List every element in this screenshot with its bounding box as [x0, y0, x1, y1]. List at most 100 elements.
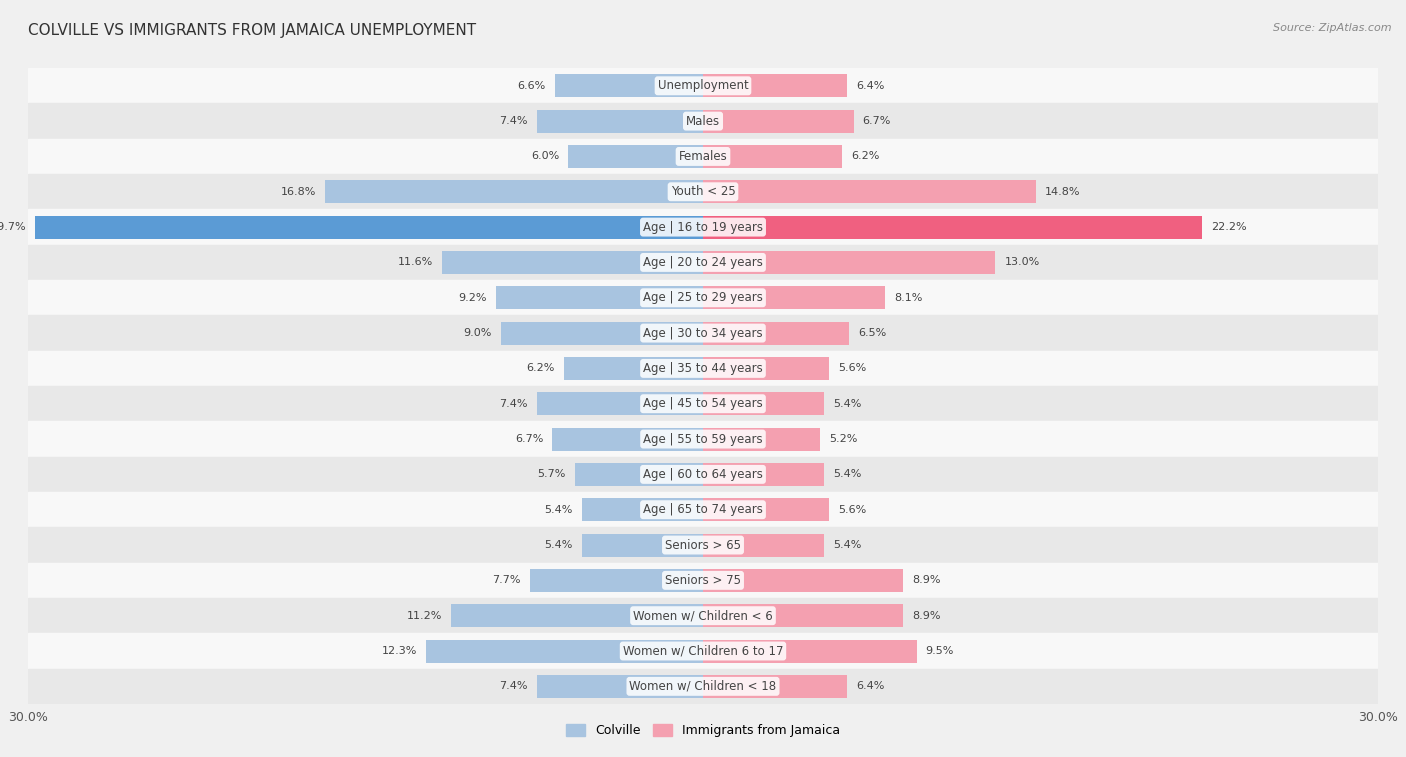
Bar: [564, 357, 703, 380]
Bar: [703, 392, 824, 415]
Bar: [530, 569, 703, 592]
Bar: [28, 386, 1378, 422]
Bar: [28, 562, 1378, 598]
Bar: [28, 668, 1378, 704]
Bar: [28, 210, 1378, 245]
Text: 5.2%: 5.2%: [830, 434, 858, 444]
Text: COLVILLE VS IMMIGRANTS FROM JAMAICA UNEMPLOYMENT: COLVILLE VS IMMIGRANTS FROM JAMAICA UNEM…: [28, 23, 477, 38]
Text: Males: Males: [686, 114, 720, 128]
Text: 9.5%: 9.5%: [925, 646, 955, 656]
Bar: [703, 322, 849, 344]
Text: 8.9%: 8.9%: [912, 611, 941, 621]
Text: 5.6%: 5.6%: [838, 363, 866, 373]
Text: 5.6%: 5.6%: [838, 505, 866, 515]
Bar: [703, 180, 1036, 203]
Text: Seniors > 65: Seniors > 65: [665, 538, 741, 552]
Text: 9.2%: 9.2%: [458, 293, 486, 303]
Bar: [554, 74, 703, 97]
Bar: [426, 640, 703, 662]
Text: Age | 60 to 64 years: Age | 60 to 64 years: [643, 468, 763, 481]
Text: Source: ZipAtlas.com: Source: ZipAtlas.com: [1274, 23, 1392, 33]
Bar: [28, 245, 1378, 280]
Bar: [582, 534, 703, 556]
Text: 11.2%: 11.2%: [406, 611, 441, 621]
Legend: Colville, Immigrants from Jamaica: Colville, Immigrants from Jamaica: [561, 718, 845, 743]
Bar: [703, 251, 995, 274]
Text: Age | 35 to 44 years: Age | 35 to 44 years: [643, 362, 763, 375]
Text: 9.0%: 9.0%: [463, 328, 492, 338]
Text: Women w/ Children < 6: Women w/ Children < 6: [633, 609, 773, 622]
Bar: [537, 392, 703, 415]
Text: 7.4%: 7.4%: [499, 681, 527, 691]
Text: 6.5%: 6.5%: [858, 328, 886, 338]
Bar: [28, 68, 1378, 104]
Text: 6.4%: 6.4%: [856, 681, 884, 691]
Bar: [496, 286, 703, 309]
Bar: [703, 640, 917, 662]
Text: Seniors > 75: Seniors > 75: [665, 574, 741, 587]
Bar: [28, 139, 1378, 174]
Bar: [703, 428, 820, 450]
Text: Females: Females: [679, 150, 727, 163]
Bar: [703, 498, 830, 522]
Text: 5.4%: 5.4%: [544, 540, 572, 550]
Text: 5.4%: 5.4%: [834, 399, 862, 409]
Bar: [28, 598, 1378, 634]
Text: 7.4%: 7.4%: [499, 116, 527, 126]
Bar: [28, 456, 1378, 492]
Bar: [441, 251, 703, 274]
Text: 16.8%: 16.8%: [281, 187, 316, 197]
Text: Unemployment: Unemployment: [658, 79, 748, 92]
Text: Age | 65 to 74 years: Age | 65 to 74 years: [643, 503, 763, 516]
Bar: [28, 422, 1378, 456]
Text: Age | 55 to 59 years: Age | 55 to 59 years: [643, 432, 763, 446]
Bar: [703, 286, 886, 309]
Text: 12.3%: 12.3%: [382, 646, 418, 656]
Text: 11.6%: 11.6%: [398, 257, 433, 267]
Bar: [325, 180, 703, 203]
Bar: [28, 492, 1378, 528]
Text: 7.7%: 7.7%: [492, 575, 520, 585]
Bar: [537, 110, 703, 132]
Bar: [703, 110, 853, 132]
Text: 22.2%: 22.2%: [1212, 222, 1247, 232]
Bar: [35, 216, 703, 238]
Bar: [28, 104, 1378, 139]
Bar: [28, 528, 1378, 562]
Bar: [451, 604, 703, 627]
Text: 13.0%: 13.0%: [1004, 257, 1039, 267]
Bar: [703, 534, 824, 556]
Bar: [703, 675, 846, 698]
Bar: [703, 74, 846, 97]
Bar: [28, 634, 1378, 668]
Text: Women w/ Children 6 to 17: Women w/ Children 6 to 17: [623, 644, 783, 658]
Text: 7.4%: 7.4%: [499, 399, 527, 409]
Text: 6.2%: 6.2%: [526, 363, 554, 373]
Text: 6.7%: 6.7%: [515, 434, 543, 444]
Text: 5.4%: 5.4%: [834, 469, 862, 479]
Text: 5.4%: 5.4%: [834, 540, 862, 550]
Bar: [703, 569, 903, 592]
Bar: [28, 280, 1378, 316]
Text: 6.4%: 6.4%: [856, 81, 884, 91]
Text: Youth < 25: Youth < 25: [671, 185, 735, 198]
Text: 6.0%: 6.0%: [531, 151, 560, 161]
Text: 29.7%: 29.7%: [0, 222, 25, 232]
Bar: [703, 463, 824, 486]
Bar: [703, 357, 830, 380]
Bar: [501, 322, 703, 344]
Bar: [582, 498, 703, 522]
Text: 8.9%: 8.9%: [912, 575, 941, 585]
Bar: [575, 463, 703, 486]
Bar: [28, 174, 1378, 210]
Bar: [28, 350, 1378, 386]
Bar: [553, 428, 703, 450]
Text: 6.2%: 6.2%: [852, 151, 880, 161]
Text: 5.4%: 5.4%: [544, 505, 572, 515]
Text: Age | 25 to 29 years: Age | 25 to 29 years: [643, 291, 763, 304]
Text: 6.6%: 6.6%: [517, 81, 546, 91]
Text: Age | 45 to 54 years: Age | 45 to 54 years: [643, 397, 763, 410]
Bar: [28, 316, 1378, 350]
Text: Age | 30 to 34 years: Age | 30 to 34 years: [643, 326, 763, 340]
Text: Age | 20 to 24 years: Age | 20 to 24 years: [643, 256, 763, 269]
